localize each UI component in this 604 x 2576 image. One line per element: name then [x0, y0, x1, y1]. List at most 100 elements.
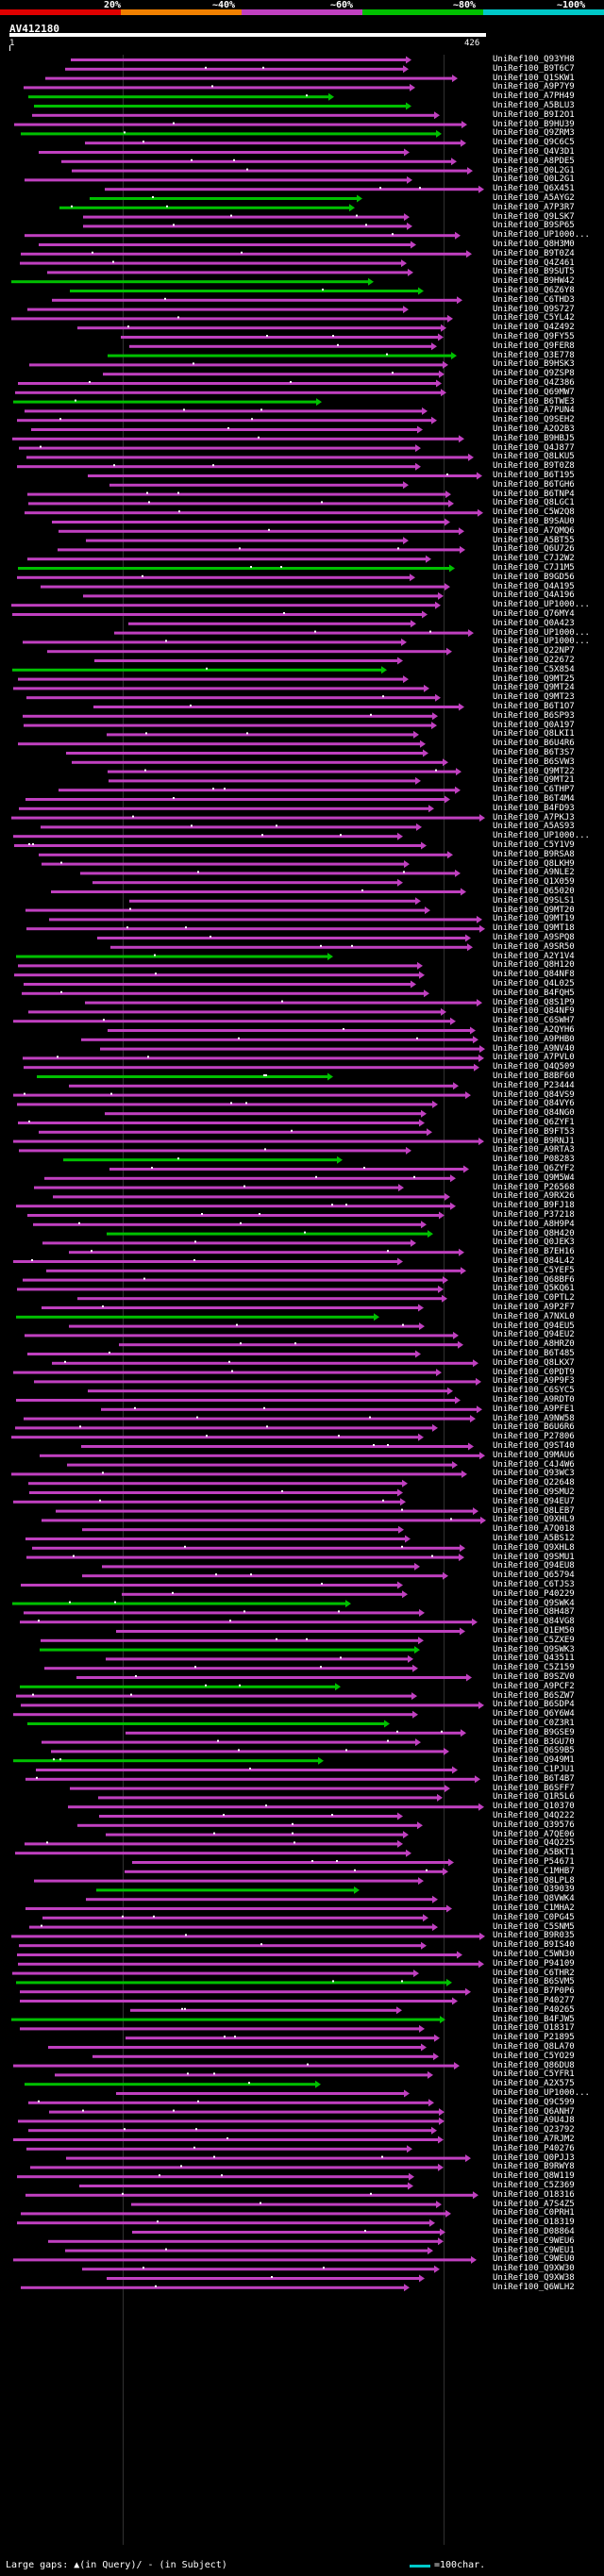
hit-label[interactable]: UniRef100_Q94EU8: [493, 1561, 575, 1571]
hit-label[interactable]: UniRef100_A7PUN4: [493, 406, 575, 416]
hit-label[interactable]: UniRef100_A7QE06: [493, 1829, 575, 1839]
hit-label[interactable]: UniRef100_C5Z369: [493, 2181, 575, 2190]
hit-label[interactable]: UniRef100_Q22NP7: [493, 646, 575, 656]
hit-label[interactable]: UniRef100_B6SVW3: [493, 756, 575, 767]
hit-label[interactable]: UniRef100_C7J1M5: [493, 563, 575, 573]
hit-label[interactable]: UniRef100_Q69MW7: [493, 387, 575, 397]
hit-label[interactable]: UniRef100_B7EH16: [493, 1247, 575, 1257]
hit-label[interactable]: UniRef100_B6U6R6: [493, 1422, 575, 1433]
hit-label[interactable]: UniRef100_Q4A196: [493, 590, 575, 601]
hit-label[interactable]: UniRef100_Q8LKX7: [493, 1357, 575, 1368]
hit-label[interactable]: UniRef100_Q86DU8: [493, 2060, 575, 2070]
hit-label[interactable]: UniRef100_Q9XHL9: [493, 1515, 575, 1525]
hit-label[interactable]: UniRef100_P21895: [493, 2033, 575, 2043]
hit-label[interactable]: UniRef100_Q0PJJ3: [493, 2152, 575, 2163]
hit-label[interactable]: UniRef100_Q9C6C5: [493, 138, 575, 148]
hit-label[interactable]: UniRef100_Q9MT20: [493, 905, 575, 915]
hit-label[interactable]: UniRef100_Q0L2G1: [493, 165, 575, 175]
hit-label[interactable]: UniRef100_P94109: [493, 1958, 575, 1969]
hit-label[interactable]: UniRef100_Q0A197: [493, 720, 575, 730]
hit-label[interactable]: UniRef100_B9GSE9: [493, 1727, 575, 1737]
hit-label[interactable]: UniRef100_A7PKJ3: [493, 812, 575, 823]
hit-label[interactable]: UniRef100_P26568: [493, 1182, 575, 1192]
hit-label[interactable]: UniRef100_Q6S9B5: [493, 1746, 575, 1756]
hit-label[interactable]: UniRef100_C0Z3R1: [493, 1719, 575, 1728]
hit-label[interactable]: UniRef100_Q84NF8: [493, 970, 575, 980]
hit-label[interactable]: UniRef100_Q9MT21: [493, 775, 575, 786]
hit-label[interactable]: UniRef100_B3GU70: [493, 1737, 575, 1747]
hit-label[interactable]: UniRef100_A9U4J8: [493, 2116, 575, 2126]
hit-label[interactable]: UniRef100_A2QYH6: [493, 1025, 575, 1035]
hit-label[interactable]: UniRef100_A7RJM2: [493, 2135, 575, 2144]
hit-label[interactable]: UniRef100_B6U4R6: [493, 739, 575, 749]
hit-label[interactable]: UniRef100_B9GD56: [493, 572, 575, 582]
hit-label[interactable]: UniRef100_Q9ST40: [493, 1441, 575, 1451]
hit-label[interactable]: UniRef100_Q9ZRM3: [493, 128, 575, 139]
hit-label[interactable]: UniRef100_C6THR2: [493, 1968, 575, 1978]
hit-label[interactable]: UniRef100_C1MHA2: [493, 1903, 575, 1913]
hit-label[interactable]: UniRef100_Q8H3M0: [493, 240, 575, 249]
hit-label[interactable]: UniRef100_A9NW58: [493, 1413, 575, 1423]
hit-label[interactable]: UniRef100_B9T0Z4: [493, 248, 575, 258]
hit-label[interactable]: UniRef100_Q5KQ61: [493, 1284, 575, 1294]
hit-label[interactable]: UniRef100_Q8LKH9: [493, 858, 575, 869]
hit-label[interactable]: UniRef100_A7PVL0: [493, 1053, 575, 1063]
hit-label[interactable]: UniRef100_Q4V3D1: [493, 147, 575, 157]
hit-label[interactable]: UniRef100_C5Y1V9: [493, 840, 575, 850]
hit-label[interactable]: UniRef100_P27806: [493, 1432, 575, 1442]
hit-label[interactable]: UniRef100_A7QMQ6: [493, 525, 575, 536]
hit-label[interactable]: UniRef100_B6T485: [493, 1349, 575, 1358]
hit-label[interactable]: UniRef100_Q84NF9: [493, 1006, 575, 1017]
hit-label[interactable]: UniRef100_C5SNM5: [493, 1921, 575, 1932]
hit-label[interactable]: UniRef100_Q9MT25: [493, 673, 575, 684]
hit-label[interactable]: UniRef100_Q22672: [493, 656, 575, 665]
hit-label[interactable]: UniRef100_A2Y1V4: [493, 951, 575, 961]
hit-label[interactable]: UniRef100_A7NXL0: [493, 1311, 575, 1321]
hit-label[interactable]: UniRef100_B4FJW5: [493, 2014, 575, 2024]
hit-label[interactable]: UniRef100_UP1000...: [493, 230, 590, 241]
hit-label[interactable]: UniRef100_A9SPQ8: [493, 933, 575, 942]
hit-label[interactable]: UniRef100_UP1000...: [493, 600, 590, 610]
hit-label[interactable]: UniRef100_Q84VS9: [493, 1089, 575, 1100]
hit-label[interactable]: UniRef100_Q9MT18: [493, 923, 575, 934]
hit-label[interactable]: UniRef100_B9RNJ1: [493, 1136, 575, 1146]
hit-label[interactable]: UniRef100_B4FD93: [493, 803, 575, 813]
hit-label[interactable]: UniRef100_Q9MT22: [493, 766, 575, 776]
hit-label[interactable]: UniRef100_C6SWH7: [493, 1016, 575, 1026]
hit-label[interactable]: UniRef100_Q22648: [493, 1478, 575, 1488]
hit-label[interactable]: UniRef100_P08283: [493, 1155, 575, 1165]
hit-label[interactable]: UniRef100_Q39039: [493, 1885, 575, 1895]
hit-label[interactable]: UniRef100_Q43511: [493, 1654, 575, 1664]
hit-label[interactable]: UniRef100_B9SZV0: [493, 1672, 575, 1682]
hit-label[interactable]: UniRef100_D08864: [493, 2227, 575, 2236]
hit-label[interactable]: UniRef100_Q9SWK4: [493, 1598, 575, 1608]
hit-label[interactable]: UniRef100_UP1000...: [493, 637, 590, 647]
hit-label[interactable]: UniRef100_P23444: [493, 1080, 575, 1090]
hit-label[interactable]: UniRef100_A9SR50: [493, 941, 575, 952]
hit-label[interactable]: UniRef100_Q9SMU2: [493, 1487, 575, 1497]
hit-label[interactable]: UniRef100_C1PJU1: [493, 1765, 575, 1774]
hit-label[interactable]: UniRef100_Q6ZYF2: [493, 1164, 575, 1173]
hit-label[interactable]: UniRef100_Q9MT19: [493, 914, 575, 924]
hit-label[interactable]: UniRef100_C5YO29: [493, 2051, 575, 2061]
hit-label[interactable]: UniRef100_Q93YH8: [493, 55, 575, 64]
hit-label[interactable]: UniRef100_Q94EU7: [493, 1496, 575, 1506]
hit-label[interactable]: UniRef100_B6SP93: [493, 710, 575, 721]
hit-label[interactable]: UniRef100_A8HRZ0: [493, 1339, 575, 1350]
hit-label[interactable]: UniRef100_B9I2O1: [493, 109, 575, 120]
hit-label[interactable]: UniRef100_B9HSK3: [493, 359, 575, 370]
hit-label[interactable]: UniRef100_A5AYG2: [493, 193, 575, 203]
hit-label[interactable]: UniRef100_B9IS40: [493, 1940, 575, 1951]
hit-label[interactable]: UniRef100_Q9SEH2: [493, 415, 575, 425]
hit-label[interactable]: UniRef100_Q9XW38: [493, 2273, 575, 2283]
hit-label[interactable]: UniRef100_Q1EM50: [493, 1626, 575, 1636]
hit-label[interactable]: UniRef100_B7P0P6: [493, 1986, 575, 1997]
hit-label[interactable]: UniRef100_B6TWE3: [493, 396, 575, 407]
hit-label[interactable]: UniRef100_Q4Q509: [493, 1062, 575, 1072]
hit-label[interactable]: UniRef100_B6SVM5: [493, 1977, 575, 1987]
hit-label[interactable]: UniRef100_Q39576: [493, 1820, 575, 1830]
hit-label[interactable]: UniRef100_Q1R5L6: [493, 1792, 575, 1803]
hit-label[interactable]: UniRef100_C5X854: [493, 664, 575, 674]
hit-label[interactable]: UniRef100_B6T4B7: [493, 1773, 575, 1784]
hit-label[interactable]: UniRef100_B6SDP4: [493, 1700, 575, 1710]
